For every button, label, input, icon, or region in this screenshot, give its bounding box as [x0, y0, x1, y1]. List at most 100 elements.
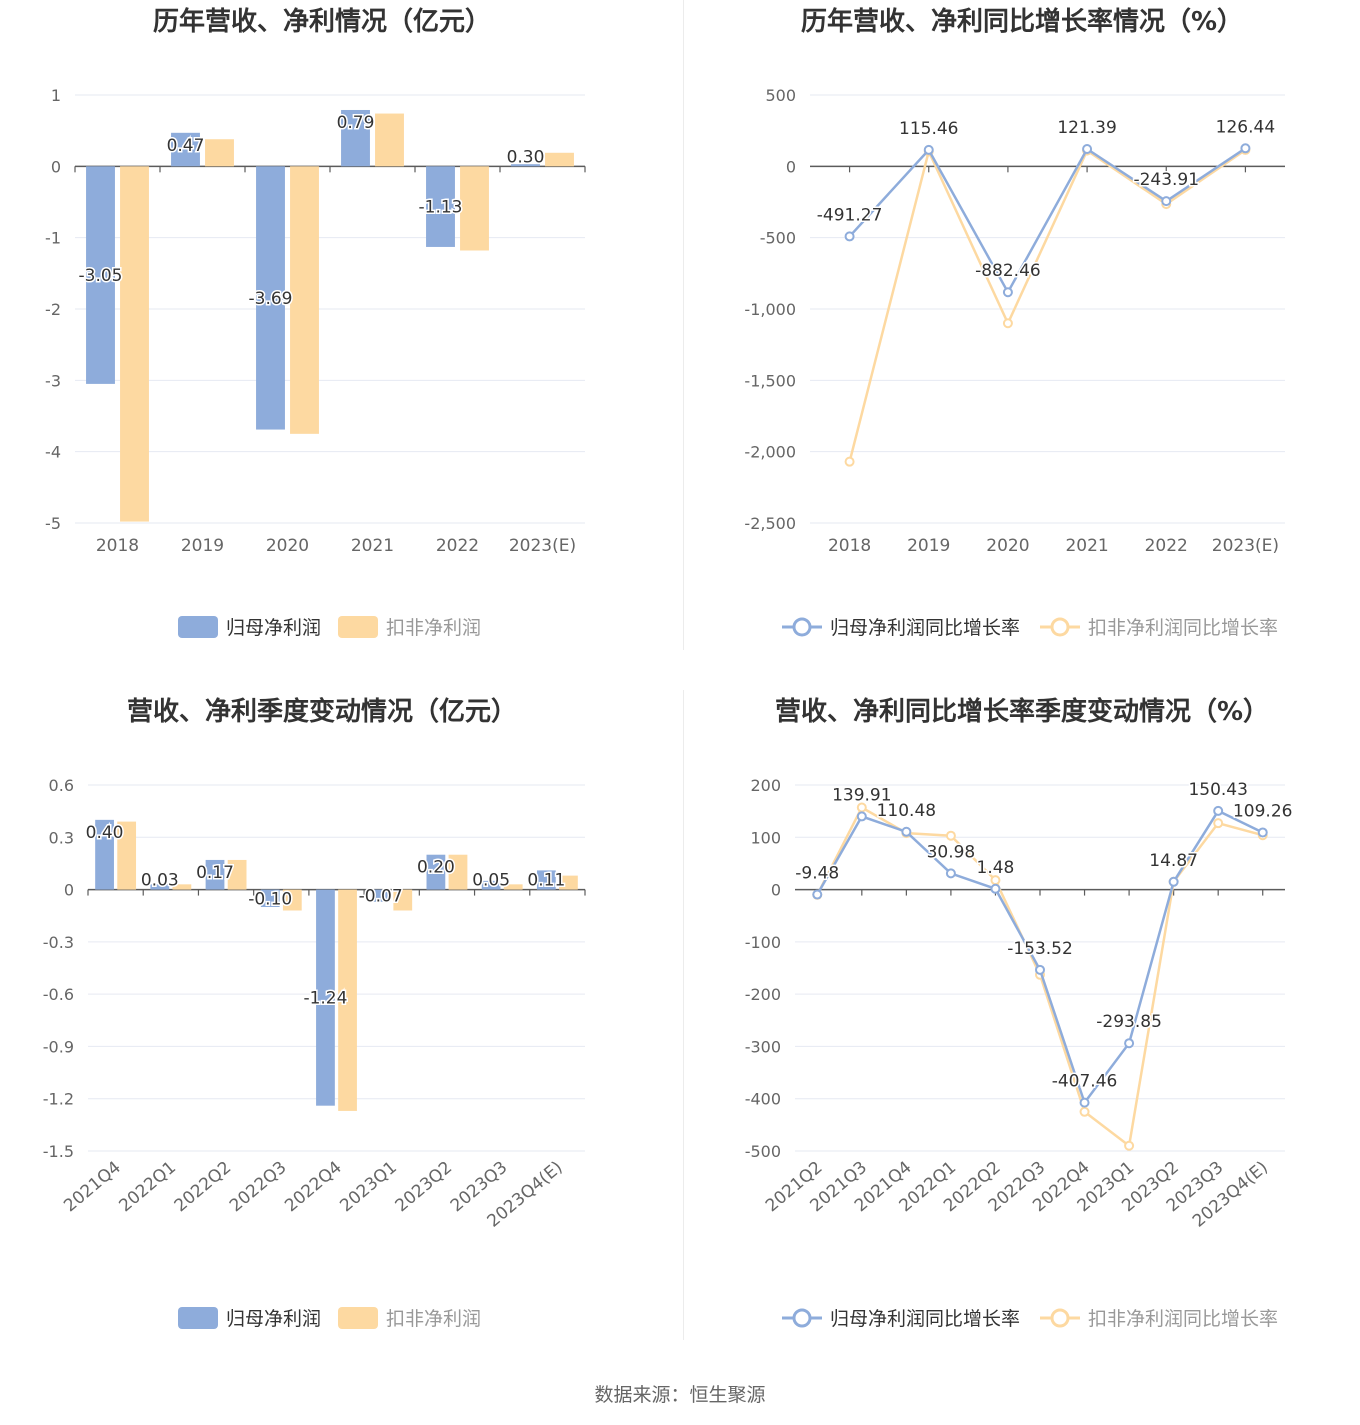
x-tick-label: 2022Q3	[226, 1158, 291, 1217]
legend-label: 扣非净利润同比增长率	[1088, 1308, 1278, 1330]
legend-label: 归母净利润	[226, 1308, 321, 1330]
chart-title: 营收、净利同比增长率季度变动情况（%）	[775, 696, 1269, 727]
series-point	[844, 456, 855, 467]
x-tick-label: 2023Q2	[392, 1158, 457, 1217]
y-tick-label: -400	[745, 1090, 781, 1109]
bar-deducted-net-profit	[460, 166, 489, 251]
divider-bottom	[683, 690, 684, 1340]
data-label: -882.46	[975, 261, 1041, 281]
bar-parent-net-profit	[341, 109, 370, 167]
series-point	[1124, 1140, 1135, 1151]
chart-svg: 历年营收、净利同比增长率情况（%） 500 0 -500 -1,000 -1,500 -2,…	[744, 6, 1285, 639]
data-label: -1.13	[419, 198, 463, 218]
data-label: 121.39	[1057, 118, 1116, 138]
y-tick-label: -1.5	[43, 1142, 74, 1161]
data-label: -3.05	[79, 266, 123, 286]
y-tick-label: 1	[51, 86, 61, 105]
y-tick-label: 0	[51, 157, 61, 176]
series-line-parent	[848, 147, 1247, 295]
legend-label: 归母净利润同比增长率	[830, 617, 1020, 639]
x-tick-label: 2021	[1065, 536, 1108, 556]
y-tick-label: -2,000	[744, 443, 796, 462]
x-tick-label: 2020	[266, 536, 309, 556]
data-label: 115.46	[899, 119, 958, 139]
data-label: 0.47	[167, 136, 205, 156]
bar-parent-net-profit	[95, 819, 114, 890]
x-tick-label: 2022	[436, 536, 479, 556]
data-label: 110.48	[877, 801, 936, 821]
series-point	[856, 811, 867, 822]
bar-parent-net-profit	[86, 166, 115, 384]
data-label: -0.07	[359, 887, 403, 907]
legend-swatch	[792, 617, 812, 637]
chart-svg: 历年营收、净利情况（亿元） 1 0 -1 -2 -3 -4 -5 2018 2019 2020 202…	[45, 6, 586, 639]
legend-swatch	[1050, 617, 1070, 637]
y-tick-label: -200	[745, 985, 781, 1004]
y-tick-label: -1,000	[744, 300, 796, 319]
bar-parent-net-profit	[150, 884, 170, 890]
y-tick-label: -2	[45, 300, 61, 319]
x-tick-label: 2019	[181, 536, 224, 556]
bar-parent-net-profit	[205, 859, 225, 890]
chart-title: 营收、净利季度变动情况（亿元）	[127, 696, 517, 727]
data-label: 0.20	[417, 858, 455, 878]
data-label: 126.44	[1216, 117, 1275, 137]
x-tick-label: 2022	[1145, 536, 1188, 556]
bar-parent-net-profit	[536, 870, 556, 890]
data-label: 109.26	[1233, 801, 1292, 821]
data-label: -0.10	[248, 889, 292, 909]
y-tick-label: -300	[745, 1037, 781, 1056]
x-tick-label: 2018	[828, 536, 871, 556]
series-point	[1035, 964, 1045, 975]
x-tick-label: 2022Q4	[281, 1158, 346, 1217]
series-point	[923, 144, 934, 155]
bar-deducted-net-profit	[120, 166, 149, 522]
annual-growth-chart: 历年营收、净利同比增长率情况（%） 500 0 -500 -1,000 -1,500 -2,…	[680, 0, 1360, 690]
bar-parent-net-profit	[260, 889, 280, 907]
x-tick-label: 2022Q1	[116, 1158, 181, 1217]
y-tick-label: 0	[786, 157, 796, 176]
y-tick-label: -0.6	[43, 985, 74, 1004]
series-point	[1124, 1038, 1135, 1049]
legend-label: 归母净利润	[226, 617, 321, 639]
series-point	[1240, 143, 1251, 154]
y-tick-label: -5	[45, 514, 61, 533]
y-tick-label: -100	[745, 933, 781, 952]
legend-label: 扣非净利润同比增长率	[1088, 617, 1278, 639]
data-label: 0.30	[507, 147, 545, 167]
y-tick-label: 500	[765, 86, 796, 105]
y-tick-label: -1,500	[744, 371, 796, 390]
bar-deducted-net-profit	[227, 859, 247, 890]
series-point	[945, 830, 956, 841]
bar-deducted-net-profit	[375, 113, 404, 167]
bar-parent-net-profit	[511, 164, 540, 167]
data-label: 150.43	[1188, 780, 1247, 800]
bar-parent-net-profit	[426, 854, 446, 890]
bar-parent-net-profit	[316, 889, 335, 1106]
series-point	[1002, 318, 1013, 329]
data-label: -491.27	[817, 205, 883, 225]
bar-deducted-net-profit	[290, 166, 319, 434]
series-point	[1161, 196, 1172, 207]
series-point	[1082, 144, 1093, 155]
y-tick-label: -0.3	[43, 933, 74, 952]
bar-deducted-net-profit	[448, 854, 468, 890]
data-label: 0.79	[337, 113, 375, 133]
y-tick-label: -2,500	[744, 514, 796, 533]
y-tick-label: -500	[745, 1142, 781, 1161]
data-label: 0.11	[527, 871, 565, 891]
y-tick-label: 100	[750, 828, 781, 847]
x-tick-label: 2020	[986, 536, 1029, 556]
legend-swatch	[178, 616, 218, 638]
data-label: 0.03	[141, 871, 179, 891]
bar-parent-net-profit	[481, 880, 501, 890]
y-tick-label: 0.3	[49, 828, 74, 847]
bar-parent-net-profit	[171, 132, 200, 167]
bar-deducted-net-profit	[117, 821, 137, 890]
bar-deducted-net-profit	[503, 884, 523, 890]
series-point	[1168, 876, 1179, 887]
series-point	[1257, 827, 1268, 838]
bar-deducted-net-profit	[172, 884, 192, 890]
data-label: 0.17	[196, 863, 234, 883]
chart-svg: 营收、净利季度变动情况（亿元） 0.6 0.3 0 -0.3 -0.6 -0.9 -1.2 -1…	[43, 696, 586, 1330]
